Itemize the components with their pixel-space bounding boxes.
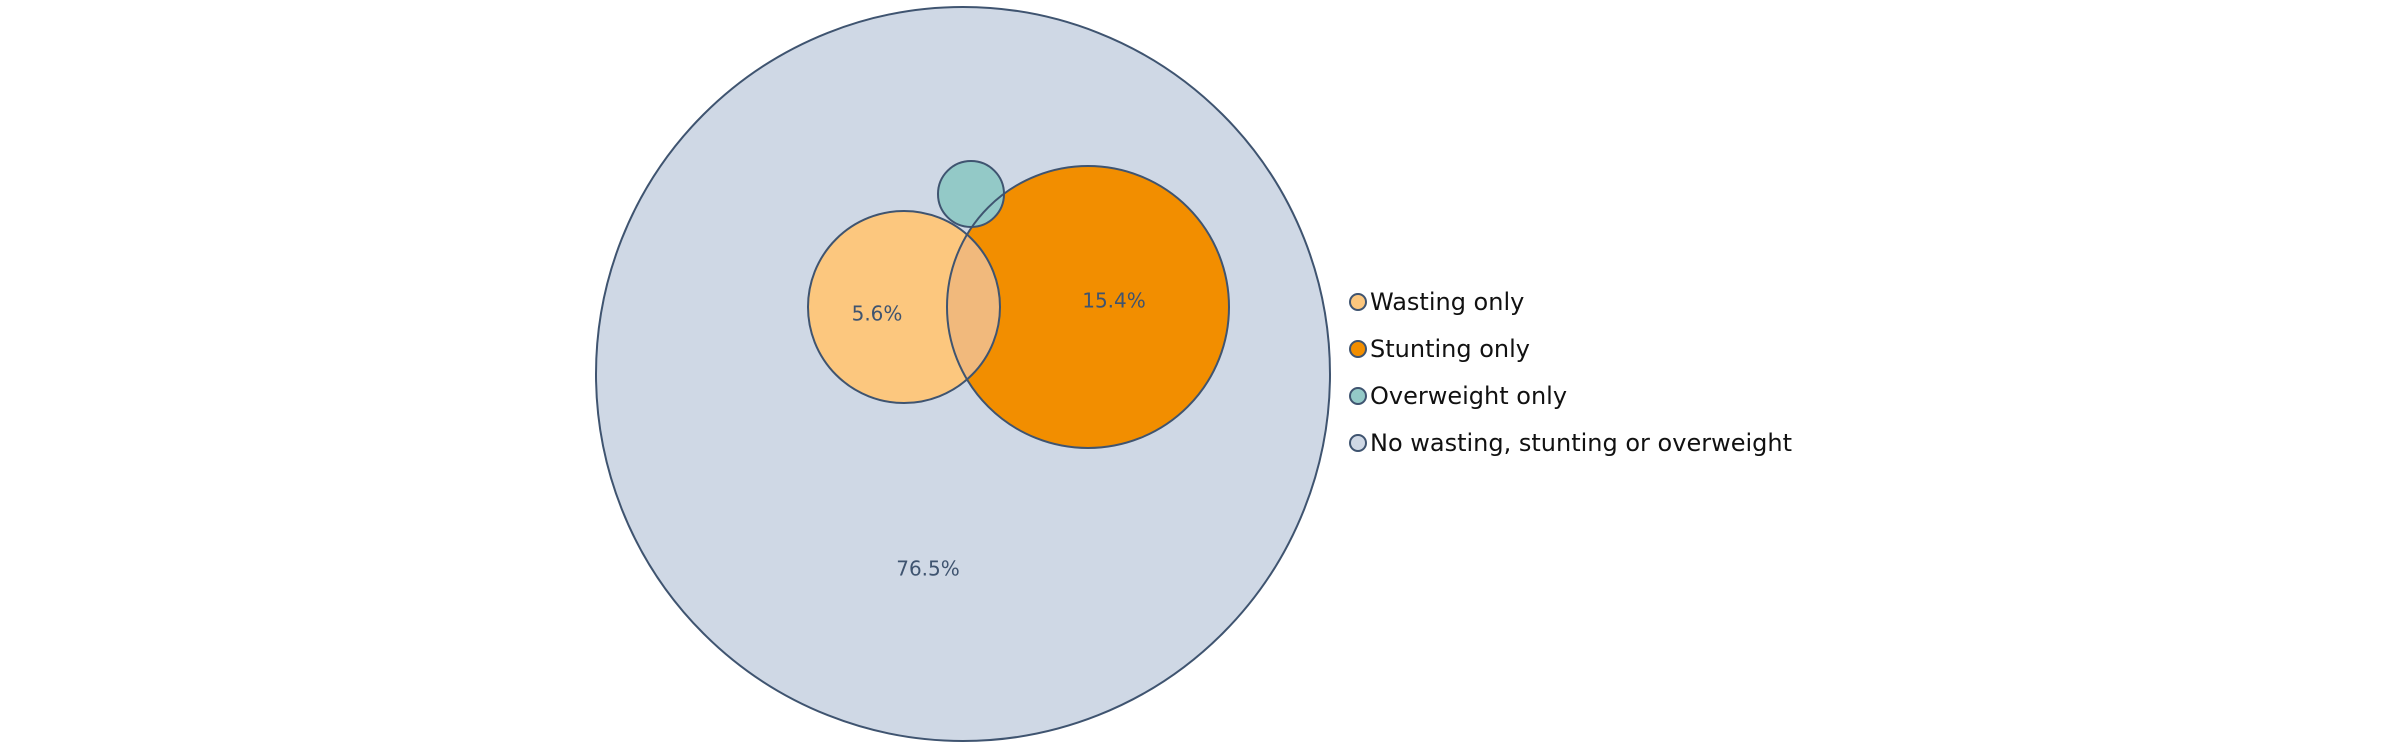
legend-swatch-stunting [1349,340,1367,358]
circle-stunting [947,166,1229,448]
legend-item-overweight: Overweight only [1349,384,1792,408]
legend: Wasting only Stunting only Overweight on… [1349,290,1792,478]
outline-overweight [937,160,1005,228]
legend-label-wasting: Wasting only [1370,288,1525,316]
legend-swatch-none [1349,434,1367,452]
legend-item-none: No wasting, stunting or overweight [1349,431,1792,455]
circle-outlines [595,6,1331,742]
legend-item-wasting: Wasting only [1349,290,1792,314]
circle-overweight [938,161,1004,227]
legend-label-stunting: Stunting only [1370,335,1530,363]
label-none-percent: 76.5% [896,557,960,581]
legend-label-overweight: Overweight only [1370,382,1568,410]
legend-label-none: No wasting, stunting or overweight [1370,429,1792,457]
outline-no-wasting-stunting-overweight [595,6,1331,742]
legend-item-stunting: Stunting only [1349,337,1792,361]
circle-wasting [808,211,1000,403]
outline-wasting [807,210,1001,404]
label-stunting-percent: 15.4% [1082,289,1146,313]
legend-swatch-overweight [1349,387,1367,405]
label-wasting-percent: 5.6% [852,302,903,326]
outline-stunting [946,165,1230,449]
legend-swatch-wasting [1349,293,1367,311]
